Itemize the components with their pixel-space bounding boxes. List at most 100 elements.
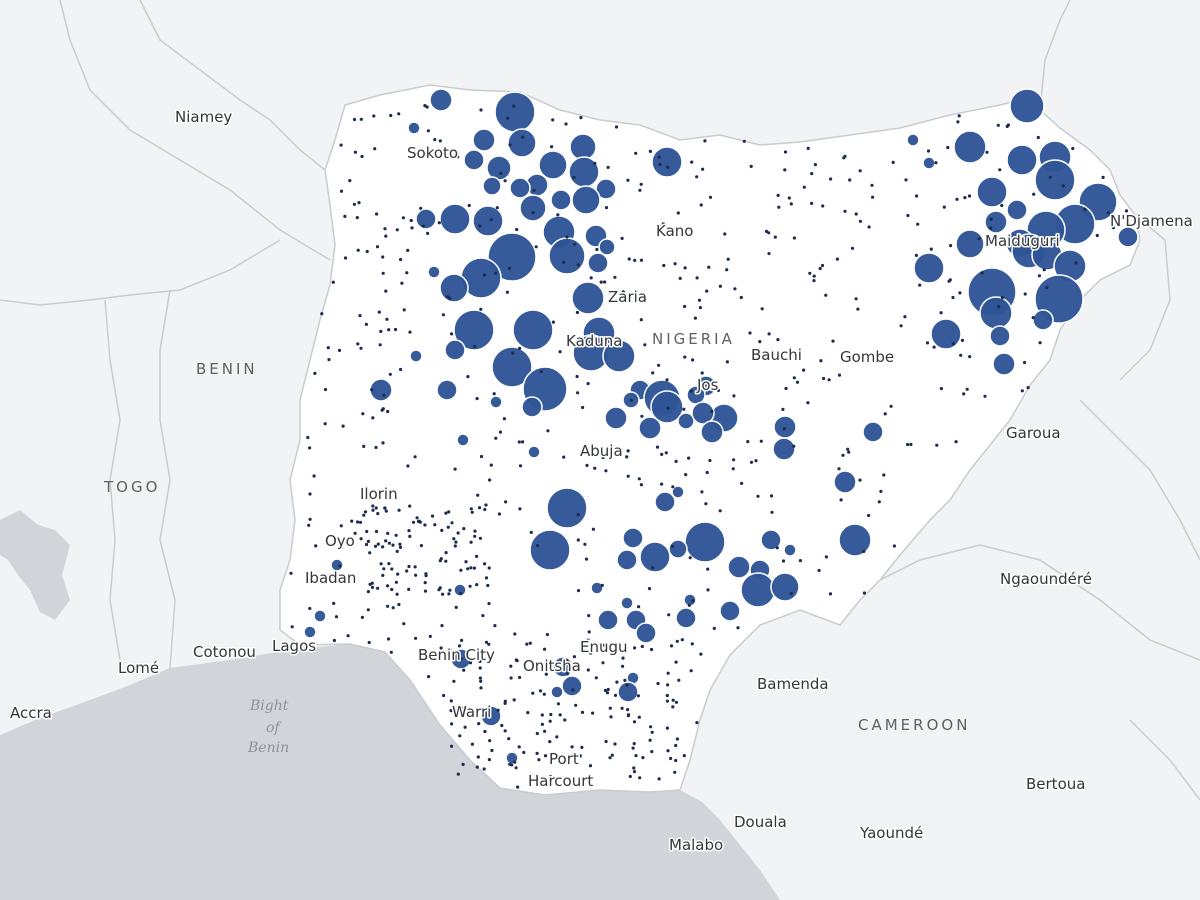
- incident-bubble[interactable]: [538, 150, 568, 180]
- incident-bubble[interactable]: [436, 379, 458, 401]
- incident-bubble[interactable]: [598, 238, 616, 256]
- incident-bubble[interactable]: [429, 88, 453, 112]
- incident-bubble[interactable]: [415, 208, 437, 230]
- incident-bubble[interactable]: [783, 543, 797, 557]
- incident-bubble[interactable]: [675, 607, 697, 629]
- incident-bubble[interactable]: [550, 685, 564, 699]
- incident-bubble[interactable]: [330, 558, 344, 572]
- incident-bubble[interactable]: [684, 521, 726, 563]
- incident-bubble[interactable]: [439, 273, 469, 303]
- incident-bubble[interactable]: [472, 128, 496, 152]
- incident-dot: [427, 652, 432, 656]
- incident-bubble[interactable]: [727, 555, 751, 579]
- incident-bubble[interactable]: [561, 675, 583, 697]
- incident-bubble[interactable]: [521, 396, 543, 418]
- incident-bubble[interactable]: [1034, 159, 1076, 201]
- incident-bubble[interactable]: [427, 265, 441, 279]
- incident-bubble[interactable]: [472, 205, 504, 237]
- incident-bubble[interactable]: [444, 339, 466, 361]
- incident-dot: [593, 161, 597, 165]
- incident-bubble[interactable]: [409, 349, 423, 363]
- incident-bubble[interactable]: [979, 296, 1013, 330]
- incident-bubble[interactable]: [1006, 199, 1028, 221]
- incident-bubble[interactable]: [906, 133, 920, 147]
- incident-bubble[interactable]: [671, 485, 685, 499]
- incident-bubble[interactable]: [862, 421, 884, 443]
- incident-bubble[interactable]: [507, 128, 537, 158]
- incident-bubble[interactable]: [509, 177, 531, 199]
- incident-bubble[interactable]: [838, 523, 872, 557]
- incident-bubble[interactable]: [587, 252, 609, 274]
- incident-bubble[interactable]: [668, 539, 688, 559]
- incident-bubble[interactable]: [546, 487, 588, 529]
- incident-bubble[interactable]: [654, 491, 676, 513]
- incident-bubble[interactable]: [491, 346, 533, 388]
- incident-bubble[interactable]: [595, 178, 617, 200]
- incident-bubble[interactable]: [487, 232, 537, 282]
- incident-bubble[interactable]: [616, 549, 638, 571]
- incident-bubble[interactable]: [529, 529, 571, 571]
- incident-bubble[interactable]: [913, 252, 945, 284]
- incident-bubble[interactable]: [480, 705, 502, 727]
- incident-bubble[interactable]: [597, 609, 619, 631]
- incident-bubble[interactable]: [617, 681, 639, 703]
- incident-bubble[interactable]: [571, 185, 601, 215]
- incident-bubble[interactable]: [602, 339, 636, 373]
- incident-bubble[interactable]: [773, 415, 797, 439]
- incident-bubble[interactable]: [770, 572, 800, 602]
- incident-bubble[interactable]: [519, 194, 547, 222]
- incident-bubble[interactable]: [494, 91, 536, 133]
- incident-bubble[interactable]: [463, 149, 485, 171]
- incident-bubble[interactable]: [772, 437, 796, 461]
- incident-bubble[interactable]: [527, 445, 541, 459]
- incident-bubble[interactable]: [1006, 144, 1038, 176]
- incident-bubble[interactable]: [833, 470, 857, 494]
- incident-dot: [470, 742, 474, 746]
- incident-bubble[interactable]: [635, 622, 657, 644]
- incident-bubble[interactable]: [989, 325, 1011, 347]
- incident-bubble[interactable]: [620, 596, 634, 610]
- incident-bubble[interactable]: [638, 416, 662, 440]
- incident-bubble[interactable]: [571, 281, 605, 315]
- incident-bubble[interactable]: [760, 529, 782, 551]
- incident-bubble[interactable]: [984, 210, 1008, 234]
- incident-bubble[interactable]: [550, 189, 572, 211]
- incident-bubble[interactable]: [677, 412, 695, 430]
- incident-bubble[interactable]: [639, 541, 671, 573]
- incident-bubble[interactable]: [691, 401, 715, 425]
- incident-bubble[interactable]: [1117, 226, 1139, 248]
- incident-bubble[interactable]: [548, 237, 586, 275]
- incident-bubble[interactable]: [992, 352, 1016, 376]
- incident-bubble[interactable]: [489, 395, 503, 409]
- incident-bubble[interactable]: [439, 203, 471, 235]
- incident-bubble[interactable]: [569, 133, 597, 161]
- incident-bubble[interactable]: [955, 229, 985, 259]
- incident-bubble[interactable]: [622, 527, 644, 549]
- incident-bubble[interactable]: [740, 572, 776, 608]
- incident-bubble[interactable]: [313, 609, 327, 623]
- incident-bubble[interactable]: [369, 378, 393, 402]
- incident-bubble[interactable]: [552, 656, 574, 678]
- incident-bubble[interactable]: [512, 309, 554, 351]
- incident-bubble[interactable]: [303, 625, 317, 639]
- incident-bubble[interactable]: [482, 176, 502, 196]
- incident-bubble[interactable]: [700, 420, 724, 444]
- incident-dot: [584, 557, 589, 561]
- incident-bubble[interactable]: [453, 583, 467, 597]
- incident-dot: [651, 566, 655, 570]
- incident-bubble[interactable]: [1032, 309, 1054, 331]
- incident-bubble[interactable]: [568, 156, 600, 188]
- incident-bubble[interactable]: [719, 600, 741, 622]
- incident-bubble[interactable]: [953, 130, 987, 164]
- incident-bubble[interactable]: [976, 176, 1008, 208]
- incident-bubble[interactable]: [453, 309, 495, 351]
- incident-bubble[interactable]: [407, 121, 421, 135]
- incident-bubble[interactable]: [604, 406, 628, 430]
- incident-bubble[interactable]: [590, 581, 604, 595]
- incident-bubble[interactable]: [1009, 88, 1045, 124]
- incident-bubble[interactable]: [651, 146, 683, 178]
- incident-bubble[interactable]: [456, 433, 470, 447]
- incident-bubble[interactable]: [922, 156, 936, 170]
- incident-bubble[interactable]: [930, 318, 962, 350]
